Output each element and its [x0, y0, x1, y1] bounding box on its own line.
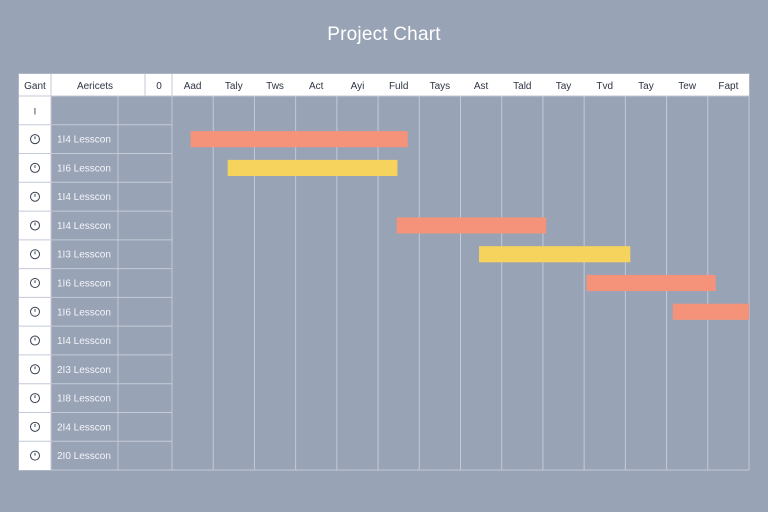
row-label: 1I3 Lesscon	[57, 250, 111, 261]
time-column-label: Ayi	[351, 81, 365, 92]
time-column-label: Tew	[678, 81, 697, 92]
task-bar	[586, 274, 716, 292]
row-label: 1I4 Lesscon	[57, 221, 111, 232]
task-bar	[227, 159, 398, 176]
clock-icon	[30, 364, 40, 375]
time-column-label: Fapt	[718, 81, 738, 92]
row-label: 1I4 Lesscon	[57, 336, 111, 347]
clock-icon	[30, 162, 40, 173]
clock-icon	[30, 278, 40, 288]
task-bar	[396, 217, 547, 234]
row-label: 2I0 Lesscon	[57, 451, 111, 462]
time-column-label: Tays	[430, 81, 451, 92]
time-column-label: Taly	[225, 81, 243, 92]
time-column-label: Ast	[474, 81, 489, 92]
row-label: 1I4 Lesscon	[57, 192, 111, 203]
row-label: 1I4 Lesscon	[57, 135, 111, 146]
clock-icon	[30, 134, 40, 145]
task-bar	[190, 131, 408, 148]
clock-icon	[30, 220, 40, 231]
row-label: 1I8 Lesscon	[57, 394, 111, 405]
time-column-label: Act	[309, 81, 324, 92]
clock-icon	[30, 249, 40, 260]
time-column-label: Tws	[266, 81, 284, 92]
clock-icon	[30, 421, 40, 432]
row-label: 2I3 Lesscon	[57, 365, 111, 376]
time-column-label: Aad	[184, 81, 202, 92]
time-column-label: Fuld	[389, 81, 408, 92]
clock-icon	[30, 393, 40, 404]
row-label: 1I6 Lesscon	[57, 279, 111, 290]
header-zero: 0	[156, 81, 162, 92]
time-column-label: Tay	[556, 81, 572, 92]
row-label: 1I6 Lesscon	[57, 307, 111, 318]
header-bar	[19, 74, 749, 96]
clock-icon	[30, 450, 40, 461]
clock-icon	[30, 335, 40, 346]
task-bar	[672, 303, 749, 320]
clock-icon	[30, 191, 40, 202]
first-row-mark: I	[34, 107, 37, 117]
row-label: 1I6 Lesscon	[57, 163, 111, 174]
clock-icon	[30, 306, 40, 317]
chart-title: Project Chart	[327, 24, 441, 45]
time-column-label: Tvd	[596, 81, 613, 92]
time-column-label: Tay	[638, 81, 654, 92]
row-label: 2I4 Lesscon	[57, 422, 111, 433]
task-bar	[479, 246, 631, 263]
time-column-label: Tald	[513, 81, 531, 92]
header-gant: Gant	[24, 81, 46, 92]
header-aericets: Aericets	[77, 81, 113, 92]
